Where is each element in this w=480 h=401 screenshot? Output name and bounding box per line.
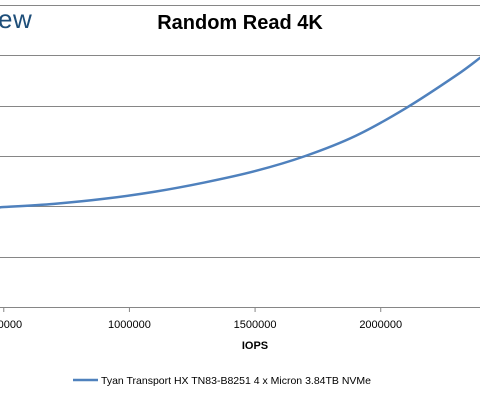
gridlines: [0, 5, 480, 258]
x-tick-label-0: 500000: [0, 319, 22, 331]
x-tick-label-2: 1500000: [234, 319, 277, 331]
logo-text: ew: [0, 4, 33, 34]
legend-label: Tyan Transport HX TN83-B8251 4 x Micron …: [101, 375, 371, 387]
x-axis-label: IOPS: [242, 340, 268, 352]
x-axis: [0, 307, 480, 312]
x-tick-label-1: 1000000: [108, 319, 151, 331]
legend: Tyan Transport HX TN83-B8251 4 x Micron …: [73, 375, 371, 387]
series-line-0: [0, 56, 480, 209]
series-lines: [0, 56, 480, 209]
x-tick-labels: 500000 1000000 1500000 2000000: [0, 319, 402, 331]
chart-title: Random Read 4K: [157, 12, 323, 34]
x-tick-label-3: 2000000: [359, 319, 402, 331]
